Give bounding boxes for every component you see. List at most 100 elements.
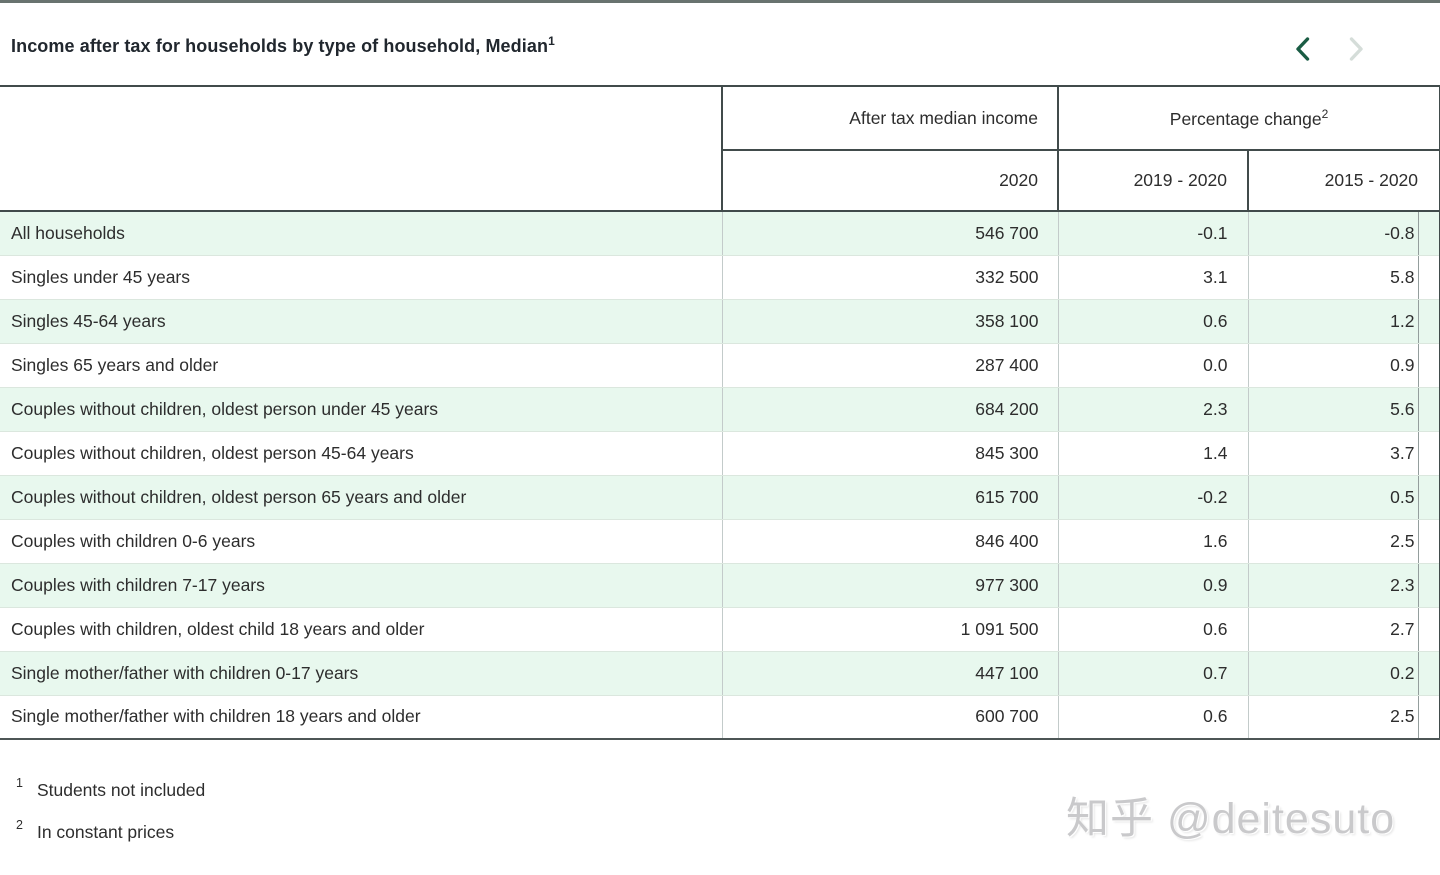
footnotes: 1 Students not included 2 In constant price… — [16, 772, 205, 856]
watermark: 知乎 @deitesuto — [1066, 795, 1396, 843]
header-columns-row: 2020 2019 - 2020 2015 - 2020 — [0, 150, 1440, 212]
page-title-text: Income after tax for households by type … — [11, 36, 549, 56]
column-header-2015-2020: 2015 - 2020 — [1248, 150, 1440, 212]
value-cell: 846 400 — [722, 519, 1059, 564]
cutoff-column-cell — [1418, 255, 1440, 300]
page-title: Income after tax for households by type … — [11, 34, 555, 57]
row-label-cell: Singles 45-64 years — [0, 299, 723, 344]
group-header-label: Percentage change — [1169, 108, 1322, 129]
row-label-cell: Couples with children, oldest child 18 y… — [0, 607, 723, 652]
value-cell: 2.7 — [1248, 607, 1419, 652]
row-label-cell: Single mother/father with children 18 ye… — [0, 695, 723, 740]
value-cell: 0.7 — [1058, 651, 1249, 696]
value-cell: 0.0 — [1058, 343, 1249, 388]
footnote-ref: 1 — [16, 776, 23, 790]
row-label-cell: Single mother/father with children 0-17 … — [0, 651, 723, 696]
footnote-text: In constant prices — [36, 822, 175, 842]
value-cell: 1.2 — [1248, 299, 1419, 344]
table-row: Singles 45-64 years 358 100 0.6 1.2 — [0, 299, 1440, 344]
chevron-left-icon — [1295, 37, 1309, 61]
cutoff-column-cell — [1418, 299, 1440, 344]
table-row: Singles under 45 years 332 500 3.1 5.8 — [0, 255, 1440, 300]
value-cell: 447 100 — [722, 651, 1059, 696]
table-body: All households 546 700 -0.1 -0.8 Singles und… — [0, 211, 1440, 740]
value-cell: 0.6 — [1058, 607, 1249, 652]
cutoff-column-cell — [1418, 387, 1440, 432]
row-label-cell: Couples with children 0-6 years — [0, 519, 723, 564]
value-cell: 3.7 — [1248, 431, 1419, 476]
title-footnote-ref: 1 — [548, 34, 555, 48]
footnote-text: Students not included — [36, 780, 206, 800]
value-cell: -0.8 — [1248, 211, 1419, 256]
value-cell: 0.9 — [1058, 563, 1249, 608]
header-group-row: After tax median income Percentage chang… — [0, 85, 1440, 212]
group-header-after-tax: After tax median income — [722, 85, 1059, 151]
title-bar: Income after tax for households by type … — [0, 3, 1440, 85]
value-cell: 332 500 — [722, 255, 1059, 300]
value-cell: 1.4 — [1058, 431, 1249, 476]
value-cell: 5.8 — [1248, 255, 1419, 300]
data-table-container: After tax median income Percentage chang… — [0, 85, 1440, 740]
value-cell: -0.2 — [1058, 475, 1249, 520]
footnote: 1 Students not included — [16, 772, 205, 801]
table-header: After tax median income Percentage chang… — [0, 85, 1440, 212]
table-row: Couples without children, oldest person … — [0, 475, 1440, 520]
cutoff-column-cell — [1418, 211, 1440, 256]
value-cell: 546 700 — [722, 211, 1059, 256]
footnote: 2 In constant prices — [16, 814, 205, 843]
stub-header-cell — [0, 85, 723, 212]
value-cell: 0.6 — [1058, 299, 1249, 344]
value-cell: 845 300 — [722, 431, 1059, 476]
value-cell: 2.3 — [1058, 387, 1249, 432]
row-label-cell: Couples without children, oldest person … — [0, 387, 723, 432]
value-cell: 0.5 — [1248, 475, 1419, 520]
cutoff-column-cell — [1418, 607, 1440, 652]
row-label-cell: All households — [0, 211, 723, 256]
households-income-table: After tax median income Percentage chang… — [0, 85, 1440, 740]
value-cell: 5.6 — [1248, 387, 1419, 432]
row-label-cell: Singles 65 years and older — [0, 343, 723, 388]
prev-page-button[interactable] — [1292, 36, 1312, 62]
cutoff-column-cell — [1418, 695, 1440, 740]
table-row: Singles 65 years and older 287 400 0.0 0.9 — [0, 343, 1440, 388]
cutoff-column-cell — [1418, 563, 1440, 608]
row-label-cell: Couples without children, oldest person … — [0, 431, 723, 476]
row-label-cell: Singles under 45 years — [0, 255, 723, 300]
group-header-label: After tax median income — [849, 107, 1038, 128]
value-cell: 2.5 — [1248, 695, 1419, 740]
value-cell: 600 700 — [722, 695, 1059, 740]
value-cell: 977 300 — [722, 563, 1059, 608]
value-cell: -0.1 — [1058, 211, 1249, 256]
table-pager — [1292, 36, 1366, 62]
row-label-cell: Couples with children 7-17 years — [0, 563, 723, 608]
footnote-ref: 2 — [16, 818, 23, 832]
table-row: All households 546 700 -0.1 -0.8 — [0, 211, 1440, 256]
cutoff-column-cell — [1418, 519, 1440, 564]
table-row: Couples without children, oldest person … — [0, 431, 1440, 476]
cutoff-column-cell — [1418, 651, 1440, 696]
column-header-2019-2020: 2019 - 2020 — [1058, 150, 1249, 212]
value-cell: 0.6 — [1058, 695, 1249, 740]
value-cell: 358 100 — [722, 299, 1059, 344]
table-row: Single mother/father with children 0-17 … — [0, 651, 1440, 696]
value-cell: 3.1 — [1058, 255, 1249, 300]
cutoff-column-cell — [1418, 431, 1440, 476]
value-cell: 287 400 — [722, 343, 1059, 388]
table-row: Couples with children 0-6 years 846 400 1.… — [0, 519, 1440, 564]
cutoff-column-cell — [1418, 343, 1440, 388]
chevron-right-icon — [1349, 37, 1363, 61]
top-divider — [0, 0, 1440, 3]
table-row: Couples with children, oldest child 18 y… — [0, 607, 1440, 652]
value-cell: 1 091 500 — [722, 607, 1059, 652]
table-row: Couples without children, oldest person … — [0, 387, 1440, 432]
value-cell: 615 700 — [722, 475, 1059, 520]
value-cell: 0.9 — [1248, 343, 1419, 388]
value-cell: 2.3 — [1248, 563, 1419, 608]
value-cell: 0.2 — [1248, 651, 1419, 696]
column-header-2020: 2020 — [722, 150, 1059, 212]
group-header-footnote-ref: 2 — [1321, 106, 1329, 121]
table-row: Couples with children 7-17 years 977 300 0… — [0, 563, 1440, 608]
next-page-button[interactable] — [1346, 36, 1366, 62]
row-label-cell: Couples without children, oldest person … — [0, 475, 723, 520]
value-cell: 684 200 — [722, 387, 1059, 432]
